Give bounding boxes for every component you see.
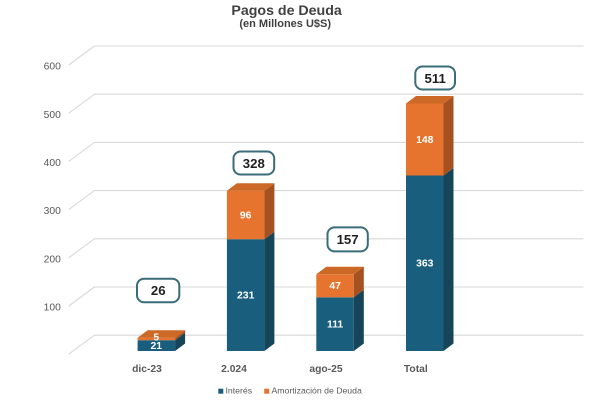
svg-text:Interés: Interés [226, 385, 253, 395]
svg-text:2.024: 2.024 [221, 364, 247, 375]
svg-text:511: 511 [425, 71, 446, 86]
svg-text:200: 200 [44, 254, 61, 265]
svg-text:363: 363 [416, 259, 434, 270]
svg-text:111: 111 [327, 320, 343, 331]
svg-text:300: 300 [44, 206, 61, 217]
svg-text:600: 600 [44, 62, 61, 73]
svg-text:47: 47 [329, 281, 341, 292]
svg-text:(en Millones U$S): (en Millones U$S) [239, 18, 331, 30]
svg-text:26: 26 [151, 283, 166, 298]
svg-text:5: 5 [153, 333, 159, 344]
svg-text:157: 157 [337, 232, 359, 247]
svg-text:96: 96 [240, 210, 252, 221]
svg-text:400: 400 [44, 158, 61, 169]
svg-text:231: 231 [237, 291, 255, 302]
svg-text:100: 100 [44, 303, 61, 314]
svg-text:328: 328 [243, 156, 265, 171]
svg-text:ago-25: ago-25 [309, 364, 342, 375]
svg-text:21: 21 [151, 341, 163, 352]
svg-text:Pagos de Deuda: Pagos de Deuda [231, 3, 341, 19]
svg-text:Total: Total [404, 364, 428, 375]
svg-text:dic-23: dic-23 [132, 364, 162, 375]
svg-text:Amortización de Deuda: Amortización de Deuda [272, 385, 362, 395]
svg-text:500: 500 [44, 110, 61, 121]
svg-text:148: 148 [416, 135, 434, 146]
